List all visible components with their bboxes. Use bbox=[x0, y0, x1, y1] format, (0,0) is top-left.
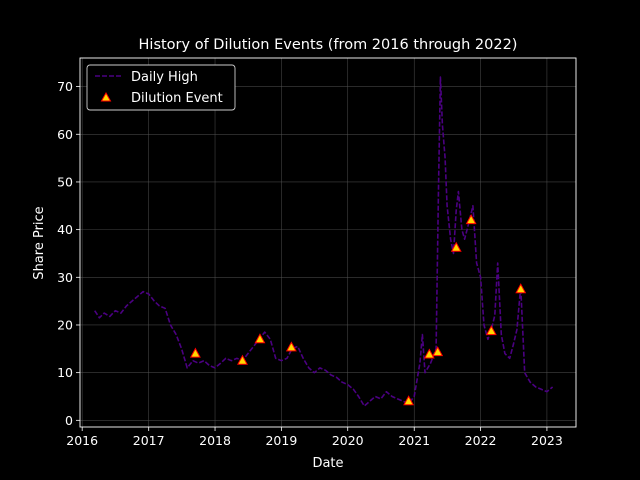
x-axis-label: Date bbox=[312, 456, 343, 471]
x-tick-label: 2022 bbox=[465, 433, 497, 448]
dilution-event-marker bbox=[285, 341, 297, 352]
dilution-event-marker bbox=[465, 214, 477, 225]
plot-area: 2016 2017 2018 2019 2020 2021 2022 2023 0 10 20 30 4… bbox=[57, 57, 577, 448]
y-tick-label: 20 bbox=[57, 317, 73, 332]
y-tick-label: 40 bbox=[57, 222, 73, 237]
x-tick-label: 2019 bbox=[265, 433, 297, 448]
legend-label-dilution-event: Dilution Event bbox=[131, 91, 223, 106]
chart-title: History of Dilution Events (from 2016 th… bbox=[139, 37, 518, 53]
legend-marker-swatch bbox=[100, 91, 112, 102]
x-tick-label: 2016 bbox=[66, 433, 98, 448]
x-tick-label: 2017 bbox=[133, 433, 165, 448]
dilution-event-marker bbox=[423, 348, 435, 359]
legend-box bbox=[86, 64, 236, 111]
dilution-event-marker bbox=[515, 283, 527, 294]
dilution-event-marker bbox=[485, 325, 497, 336]
dilution-event-marker bbox=[432, 346, 444, 357]
y-tick-label: 10 bbox=[57, 365, 73, 380]
legend: Daily High Dilution Event bbox=[86, 64, 236, 111]
y-axis-label: Share Price bbox=[32, 206, 47, 279]
dilution-event-marker bbox=[450, 241, 462, 252]
axes-frame bbox=[79, 57, 577, 428]
y-tick-label: 60 bbox=[57, 127, 73, 142]
dilution-event-marker bbox=[189, 347, 201, 358]
y-tick-label: 0 bbox=[65, 413, 73, 428]
dilution-event-marker bbox=[237, 354, 248, 365]
y-tick-label: 30 bbox=[57, 270, 73, 285]
x-tick-label: 2021 bbox=[398, 433, 430, 448]
legend-label-daily-high: Daily High bbox=[131, 70, 198, 85]
dilution-event-marker bbox=[403, 395, 415, 406]
x-tick-label: 2018 bbox=[199, 433, 231, 448]
y-tick-label: 70 bbox=[57, 79, 73, 94]
x-tick-label: 2020 bbox=[332, 433, 364, 448]
y-tick-label: 50 bbox=[57, 174, 73, 189]
x-tick-label: 2023 bbox=[531, 433, 563, 448]
daily-high-line bbox=[94, 76, 554, 407]
dilution-event-marker bbox=[254, 333, 266, 344]
